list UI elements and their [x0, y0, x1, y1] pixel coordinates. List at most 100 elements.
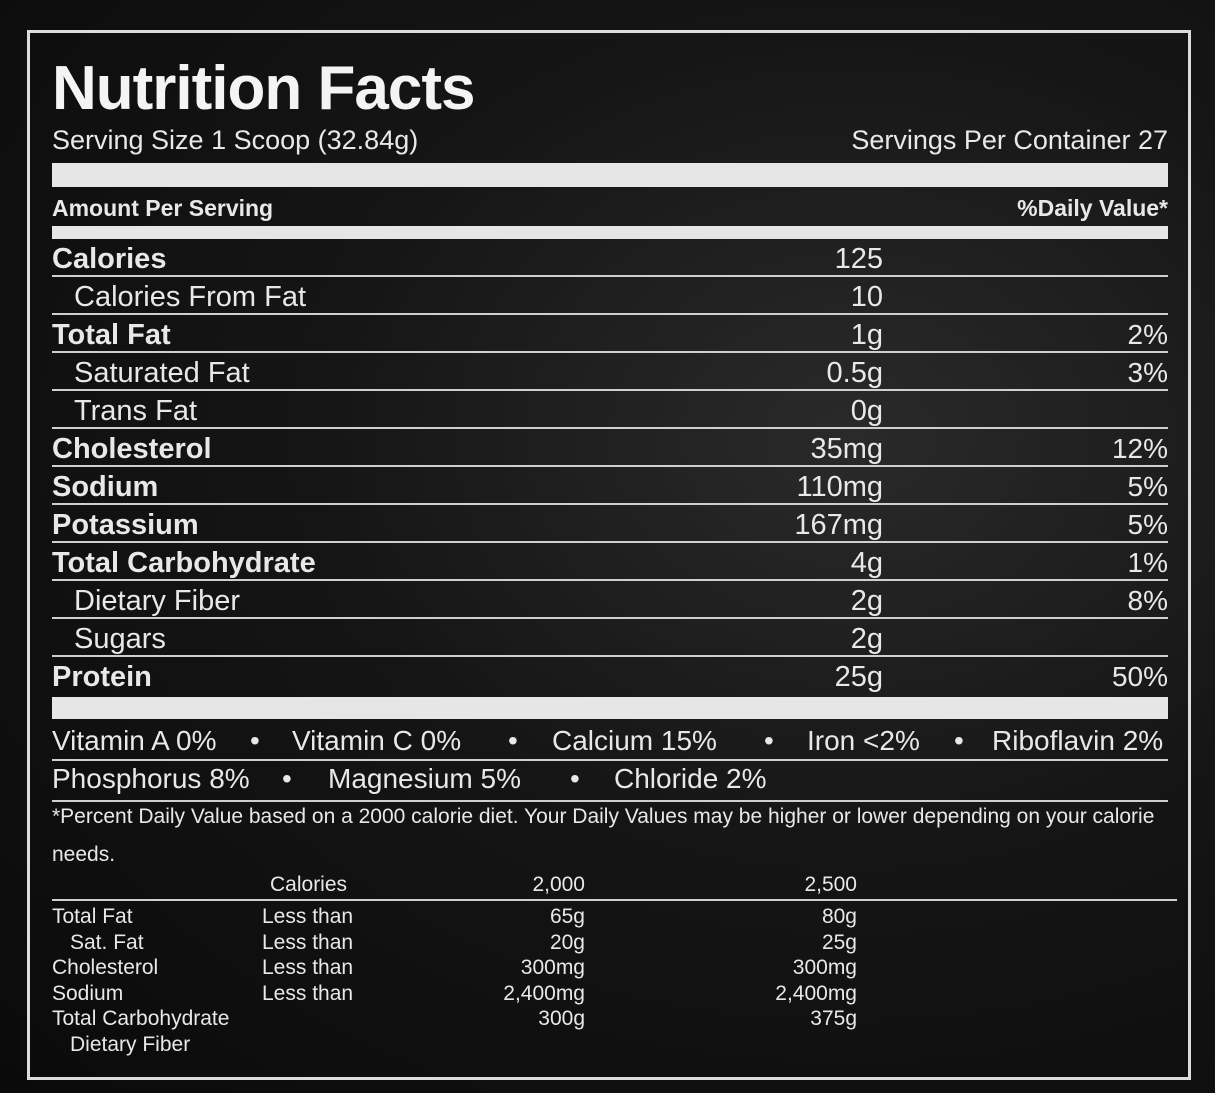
table-row: Sodium Less than 2,400mg 2,400mg	[52, 982, 1177, 1007]
nutrient-amount: 35mg	[810, 433, 883, 465]
nutrient-name: Total Carbohydrate	[52, 547, 316, 579]
nutrient-amount: 167mg	[794, 509, 883, 541]
nutrient-daily-value: 5%	[1127, 471, 1168, 502]
nutrient-amount: 2g	[850, 623, 883, 655]
servings-per-container: Servings Per Container 27	[851, 125, 1168, 155]
nutrient-name: Potassium	[52, 509, 199, 541]
nutrient-row: Sugars 2g	[52, 619, 1168, 657]
vitamin-item: Phosphorus 8%	[52, 763, 250, 794]
table-row: Sat. Fat Less than 20g 25g	[52, 931, 1177, 956]
table-cell-nutrient: Sat. Fat	[70, 930, 144, 954]
table-cell-qualifier: Less than	[262, 981, 354, 1005]
vitamins-line-1: Vitamin A 0% • Vitamin C 0% • Calcium 15% • Ir…	[52, 723, 1168, 761]
table-cell-nutrient: Dietary Fiber	[70, 1032, 191, 1056]
bullet-separator: •	[250, 725, 260, 756]
nutrient-row: Cholesterol 35mg 12%	[52, 429, 1168, 467]
nutrient-amount: 25g	[834, 661, 883, 693]
bullet-separator: •	[282, 763, 292, 794]
table-cell-2500: 300mg	[792, 956, 857, 979]
label-title: Nutrition Facts	[52, 54, 475, 123]
table-cell-2000: 300mg	[520, 956, 585, 979]
nutrient-amount: 10	[850, 281, 883, 313]
nutrient-amount: 4g	[850, 547, 883, 579]
nutrient-row: Dietary Fiber 2g 8%	[52, 581, 1168, 619]
nutrient-name: Cholesterol	[52, 433, 212, 465]
nutrient-daily-value: 1%	[1127, 547, 1168, 578]
table-cell-2500: 2,400mg	[775, 981, 857, 1005]
nutrient-row: Calories From Fat 10	[52, 277, 1168, 315]
nutrient-row: Total Fat 1g 2%	[52, 315, 1168, 353]
table-cell-qualifier: Less than	[262, 905, 354, 928]
table-cell-nutrient: Total Fat	[52, 905, 133, 928]
nutrient-daily-value: 2%	[1127, 319, 1168, 350]
table-cell-2000: 20g	[549, 930, 585, 954]
nutrient-amount: 1g	[850, 319, 883, 351]
table-header-2500: 2,500	[804, 873, 857, 896]
table-cell-nutrient: Total Carbohydrate	[52, 1007, 230, 1030]
footnote-text-continued: needs.	[52, 843, 116, 866]
nutrient-name: Sugars	[74, 623, 166, 655]
medium-divider	[52, 226, 1168, 239]
serving-size: Serving Size 1 Scoop (32.84g)	[52, 125, 419, 155]
table-cell-2000: 300g	[538, 1007, 585, 1030]
table-cell-2000: 65g	[549, 905, 585, 928]
table-cell-2500: 375g	[810, 1007, 857, 1030]
vitamin-item: Vitamin A 0%	[52, 725, 217, 756]
nutrient-amount: 125	[834, 243, 883, 275]
table-cell-nutrient: Sodium	[52, 981, 124, 1005]
vitamins-line-2: Phosphorus 8% • Magnesium 5% • Chloride 2%	[52, 761, 1168, 799]
nutrient-amount: 0.5g	[826, 357, 883, 389]
vitamin-item: Magnesium 5%	[328, 763, 521, 794]
nutrient-row: Potassium 167mg 5%	[52, 505, 1168, 543]
nutrient-name: Trans Fat	[74, 395, 198, 427]
nutrient-daily-value: 12%	[1111, 433, 1168, 464]
vitamin-item: Riboflavin 2%	[992, 725, 1164, 756]
bullet-separator: •	[764, 725, 774, 756]
nutrient-row: Sodium 110mg 5%	[52, 467, 1168, 505]
nutrient-amount: 2g	[850, 585, 883, 617]
table-header-calories: Calories	[270, 873, 348, 896]
vitamin-item: Iron <2%	[807, 725, 920, 756]
table-row: Cholesterol Less than 300mg 300mg	[52, 956, 1177, 981]
nutrient-daily-value: 50%	[1111, 661, 1168, 692]
thick-divider-bottom	[52, 697, 1168, 719]
nutrient-daily-value: 3%	[1127, 357, 1168, 388]
nutrient-name: Sodium	[52, 471, 159, 503]
nutrient-name: Saturated Fat	[74, 357, 250, 389]
nutrient-name: Protein	[52, 661, 152, 693]
nutrient-row: Saturated Fat 0.5g 3%	[52, 353, 1168, 391]
table-cell-nutrient: Cholesterol	[52, 956, 159, 979]
table-header-rule	[52, 899, 1177, 901]
bullet-separator: •	[954, 725, 964, 756]
thick-divider-top	[52, 163, 1168, 187]
table-cell-2000: 2,400mg	[503, 981, 585, 1005]
bullet-separator: •	[570, 763, 580, 794]
table-header-2000: 2,000	[532, 873, 585, 896]
nutrient-amount: 0g	[850, 395, 883, 427]
nutrient-row: Calories 125	[52, 239, 1168, 277]
bullet-separator: •	[508, 725, 518, 756]
nutrient-name: Total Fat	[52, 319, 171, 351]
table-row: Total Fat Less than 65g 80g	[52, 905, 1177, 930]
nutrition-facts-label: Nutrition Facts Serving Size 1 Scoop (32…	[27, 30, 1191, 1080]
vitamin-item: Calcium 15%	[552, 725, 717, 756]
table-cell-2500: 80g	[821, 905, 857, 928]
table-cell-qualifier: Less than	[262, 930, 354, 954]
amount-per-serving-heading: Amount Per Serving	[52, 195, 274, 221]
nutrient-name: Dietary Fiber	[74, 585, 240, 617]
nutrient-daily-value: 8%	[1127, 585, 1168, 616]
nutrient-row: Protein 25g 50%	[52, 657, 1168, 695]
footnote-text: *Percent Daily Value based on a 2000 cal…	[52, 805, 1155, 828]
table-row: Dietary Fiber	[52, 1033, 1177, 1058]
thin-divider	[52, 800, 1168, 802]
nutrient-amount: 110mg	[796, 471, 883, 503]
daily-value-heading: %Daily Value*	[1017, 195, 1168, 221]
table-cell-qualifier: Less than	[262, 956, 354, 979]
nutrient-name: Calories	[52, 243, 167, 275]
vitamin-item: Vitamin C 0%	[292, 725, 462, 756]
nutrient-rows: Calories 125 Calories From Fat 10 Total Fat 1…	[52, 239, 1168, 695]
table-cell-2500: 25g	[821, 930, 857, 954]
table-row: Total Carbohydrate 300g 375g	[52, 1007, 1177, 1032]
nutrient-daily-value: 5%	[1127, 509, 1168, 540]
vitamin-item: Chloride 2%	[614, 763, 767, 794]
